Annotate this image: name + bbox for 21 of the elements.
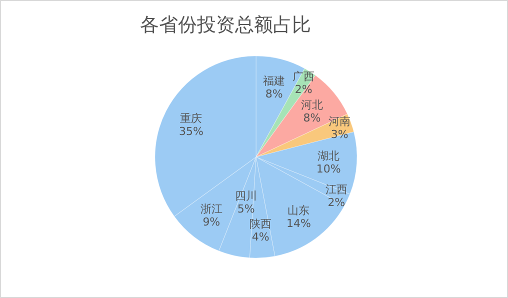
data-label: 2% — [328, 196, 346, 209]
data-label: 35% — [178, 124, 204, 138]
data-label: 9% — [202, 215, 220, 228]
slice-label: 浙江 — [200, 202, 222, 216]
slice-label: 山东 — [288, 204, 310, 217]
data-label: 10% — [316, 162, 341, 176]
data-label: 14% — [286, 216, 311, 230]
slice-label: 湖北 — [318, 150, 340, 163]
data-label: 5% — [237, 202, 255, 216]
slice-label: 江西 — [325, 182, 348, 196]
slice-label: 广西 — [292, 70, 315, 83]
slice-label: 河南 — [328, 114, 351, 128]
slice-label: 陕西 — [250, 218, 272, 231]
data-label: 8% — [303, 112, 321, 125]
slice-label: 重庆 — [180, 112, 202, 125]
slice-label: 河北 — [301, 98, 324, 112]
data-label: 4% — [252, 230, 270, 244]
slice-label: 福建 — [263, 74, 286, 88]
slice-label: 四川 — [235, 189, 258, 202]
data-label: 8% — [265, 88, 283, 101]
chart-title: 各省份投资总额占比 — [140, 14, 311, 36]
